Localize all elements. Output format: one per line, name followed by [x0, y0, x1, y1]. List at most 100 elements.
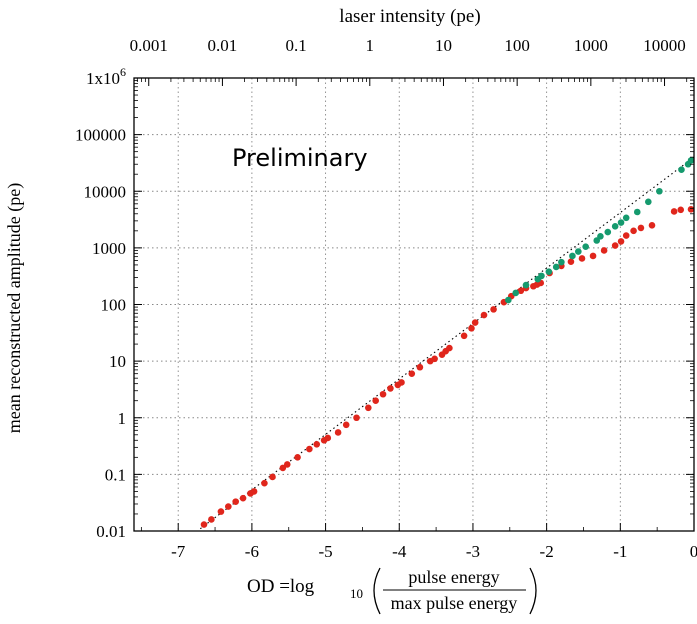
red-series-point [589, 252, 597, 260]
y-tick-label: 10 [109, 352, 126, 371]
red-series-point [398, 379, 405, 386]
red-series-point [490, 306, 497, 313]
red-series-point [324, 434, 332, 442]
green-series-point [633, 208, 641, 216]
x2-tick-label: 0.001 [130, 36, 168, 55]
red-series-point [611, 242, 619, 249]
green-series-point [552, 263, 560, 271]
y-tick-label: 1 [118, 409, 127, 428]
green-series-point [597, 233, 604, 240]
x-axis-title-prefix: OD =log [247, 576, 315, 597]
red-series-point [279, 464, 287, 472]
green-series-point [522, 281, 530, 289]
x-tick-label: -7 [171, 542, 186, 561]
red-series-point [517, 287, 525, 295]
green-series-point [687, 157, 695, 164]
red-series-point [408, 370, 416, 377]
red-series-point [208, 516, 215, 523]
x-axis-title-right-paren [529, 567, 537, 615]
red-series-point [283, 461, 291, 468]
red-series-point [416, 363, 424, 371]
top-tick-labels: 0.001 0.01 0.1 1 10 100 1000 10000 [130, 36, 686, 55]
y-axis-title: mean reconstructed amplitude (pe) [4, 183, 25, 433]
x-tick-label: -6 [245, 542, 259, 561]
green-series-point [617, 219, 625, 226]
red-series-point [306, 445, 313, 453]
x-tick-label: 0 [690, 542, 697, 561]
red-series-point [342, 421, 350, 429]
red-series-point [200, 521, 208, 528]
y-tick-label: 1000 [92, 239, 126, 258]
x-tick-label: -4 [392, 542, 407, 561]
x2-tick-label: 100 [504, 36, 530, 55]
x-axis-title-left-paren [373, 567, 381, 615]
x-tick-label: -1 [613, 542, 627, 561]
red-series-point [648, 222, 656, 229]
red-series-point [670, 208, 678, 215]
y-tick-label-exponent: 6 [120, 65, 126, 79]
green-series-point [505, 296, 512, 304]
green-series-point [558, 258, 565, 266]
green-series-point [604, 228, 612, 236]
reference-line-path [199, 156, 695, 530]
preliminary-annotation: Preliminary [232, 144, 368, 172]
red-series-point [578, 255, 586, 262]
red-series-point [446, 344, 453, 352]
y-tick-label: 0.01 [96, 522, 126, 541]
red-series-point [365, 404, 372, 412]
red-series-point [269, 473, 276, 481]
red-series-point [617, 238, 625, 245]
red-series-point [431, 355, 438, 363]
red-series-point [480, 311, 488, 319]
y-tick-label: 0.1 [105, 465, 126, 484]
x-axis-title: OD =log 10 pulse energy max pulse energy [247, 567, 537, 615]
green-series-point [582, 243, 589, 250]
green-series-point [678, 166, 685, 174]
red-series-point [387, 385, 394, 392]
data-points [200, 157, 695, 528]
x2-tick-label: 0.01 [208, 36, 238, 55]
red-series-point [468, 324, 475, 332]
green-series-point [575, 248, 582, 255]
x2-tick-label: 10000 [643, 36, 686, 55]
red-series-point [567, 258, 575, 265]
red-series-point [677, 206, 685, 214]
reference-line [199, 156, 695, 530]
x-axis-title-subscript: 10 [350, 586, 363, 601]
red-series-point [637, 224, 645, 232]
x-tick-label: -3 [466, 542, 480, 561]
y-tick-label: 100 [101, 296, 127, 315]
x-axis-title-numerator: pulse energy [408, 567, 499, 587]
y-tick-labels: 0.01 0.1 1 10 100 1000 10000 100000 1x106 [75, 65, 126, 541]
green-series-point [545, 268, 553, 275]
axis-ticks [134, 77, 695, 532]
red-series-point [460, 332, 468, 340]
y-tick-label: 100000 [75, 126, 126, 145]
green-series-point [611, 223, 619, 230]
y-tick-label: 1x106 [86, 65, 126, 88]
green-series-point [512, 289, 519, 297]
red-series-point [353, 414, 360, 422]
top-axis-title: laser intensity (pe) [339, 6, 480, 27]
red-series-point [622, 232, 630, 239]
grid-lines [134, 78, 694, 531]
red-series-point [232, 498, 239, 505]
red-series-point [261, 479, 268, 487]
x2-tick-label: 1000 [574, 36, 608, 55]
x-tick-labels: -7 -6 -5 -4 -3 -2 -1 0 [171, 542, 697, 561]
x-axis-title-denominator: max pulse energy [391, 593, 518, 613]
red-series-point [313, 440, 321, 448]
red-series-point [379, 390, 387, 398]
red-series-point [687, 205, 695, 213]
y-tick-label: 10000 [84, 182, 127, 201]
x2-tick-label: 1 [366, 36, 375, 55]
green-series-point [656, 187, 663, 195]
red-series-point [630, 227, 637, 235]
red-series-point [334, 429, 342, 436]
red-series-point [225, 503, 232, 510]
red-series-point [471, 319, 479, 326]
x2-tick-label: 0.1 [285, 36, 306, 55]
green-series-point [622, 214, 630, 222]
x2-tick-label: 10 [435, 36, 452, 55]
